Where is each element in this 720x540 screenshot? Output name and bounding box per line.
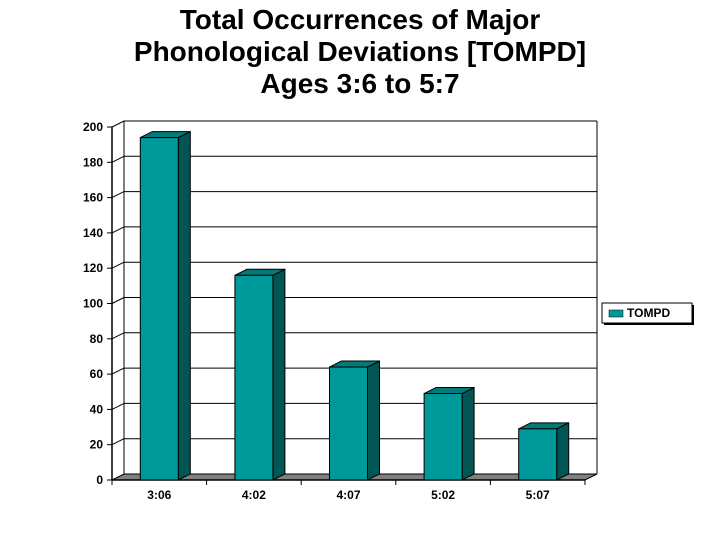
gridline-diagonal — [111, 367, 125, 375]
chart-title: Total Occurrences of Major Phonological … — [0, 4, 720, 100]
legend: TOMPD — [601, 302, 694, 325]
x-tick-label: 4:02 — [242, 488, 266, 502]
gridline-diagonal — [111, 191, 125, 199]
y-tick-label: 20 — [90, 438, 104, 452]
bar-side — [272, 268, 286, 481]
y-tick-label: 140 — [83, 226, 103, 240]
bar — [329, 360, 380, 481]
bar — [139, 130, 191, 481]
chart-title-line-2: Phonological Deviations [TOMPD] — [133, 36, 587, 67]
y-tick-label: 100 — [83, 297, 103, 311]
y-tick-label: 180 — [83, 155, 103, 169]
bar-front — [139, 137, 179, 481]
bar — [234, 268, 286, 481]
chart-title-line-1: Total Occurrences of Major — [179, 4, 541, 35]
gridline-diagonal — [111, 261, 125, 269]
gridline-diagonal — [111, 120, 125, 128]
bar-side — [556, 422, 570, 481]
chart-title-line-3: Ages 3:6 to 5:7 — [260, 68, 460, 99]
y-tick-label: 120 — [83, 261, 103, 275]
legend-box — [601, 302, 693, 324]
y-tick-label: 0 — [96, 473, 103, 487]
x-tick-label: 5:07 — [526, 488, 550, 502]
gridline-diagonal — [111, 332, 125, 340]
y-tick-label: 200 — [83, 120, 103, 134]
bar-front — [423, 393, 463, 481]
legend-label: TOMPD — [627, 306, 670, 320]
bar — [518, 422, 570, 481]
x-tick-label: 3:06 — [147, 488, 171, 502]
y-tick-label: 160 — [83, 191, 103, 205]
legend-swatch — [608, 309, 624, 318]
bar-side — [177, 130, 191, 481]
bars — [139, 130, 570, 481]
y-tick-label: 40 — [90, 402, 104, 416]
bar-side — [367, 360, 380, 481]
gridline-diagonal — [111, 155, 125, 163]
gridline-diagonal — [111, 226, 125, 234]
bar-front — [329, 366, 368, 481]
y-tick-label: 60 — [90, 367, 104, 381]
bar-front — [518, 428, 558, 481]
bar — [423, 386, 475, 481]
bar-side — [461, 386, 475, 481]
x-tick-label: 5:02 — [431, 488, 455, 502]
tick-labels: 0 20 40 60 80 100 120 140 160 180 200 3:06 4:02 4:07 5… — [83, 120, 550, 502]
y-tick-label: 80 — [90, 332, 104, 346]
gridline-diagonal — [111, 402, 125, 410]
gridline-diagonal — [111, 438, 125, 446]
gridline-diagonal — [111, 297, 125, 304]
bar-front — [234, 274, 274, 481]
x-tick-label: 4:07 — [336, 488, 360, 502]
